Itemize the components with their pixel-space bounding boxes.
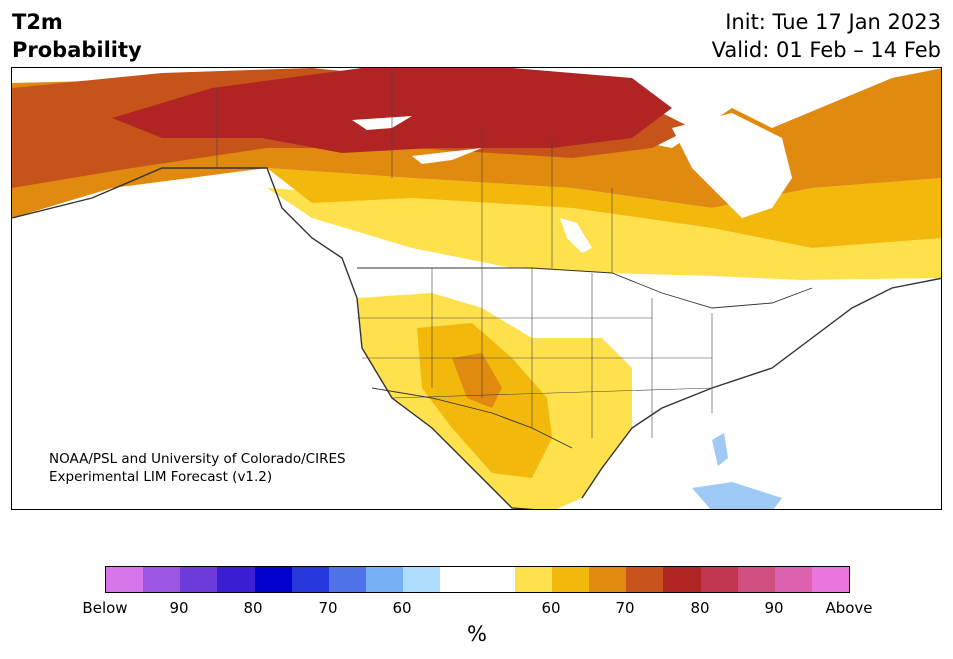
colorbar-cell [626,567,664,592]
colorbar-tick: 70 [318,599,338,617]
great-bear-lake [352,116,412,130]
map-title: T2m Probability [12,8,142,64]
credit-line-2: Experimental LIM Forecast (v1.2) [49,469,273,485]
us-mexico-border [371,387,573,449]
colorbar-tick: 90 [764,599,784,617]
credit-line-1: NOAA/PSL and University of Colorado/CIRE… [49,451,346,467]
colorbar [105,566,850,593]
colorbar-tick: Below [82,599,128,617]
region-southern-canada-50 [267,188,941,280]
colorbar-cell [663,567,701,592]
region-florida-cuba [692,433,782,509]
colorbar-cell [328,567,367,592]
colorbar-cell [143,567,181,592]
colorbar-cell [366,567,404,592]
colorbar-cell [589,567,627,592]
colorbar-cell [700,567,738,592]
colorbar-cell [514,567,552,592]
colorbar-cell [403,567,441,592]
title-line-variable: T2m [12,10,63,34]
colorbar-tick: 70 [615,599,635,617]
colorbar-tick: 80 [243,599,263,617]
colorbar-tick: 60 [541,599,561,617]
colorbar-cell [811,567,850,592]
colorbar-cell [291,567,329,592]
region-central-canada-60 [267,168,941,248]
colorbar-cell [180,567,218,592]
colorbar-cell [477,567,515,592]
probability-map [12,68,941,509]
colorbar-tick: 60 [392,599,412,617]
province-lines [216,68,613,273]
hudson-bay [672,113,792,218]
state-lines [357,268,713,438]
colorbar-cell [254,567,292,592]
colorbar-cell [440,567,478,592]
valid-range: Valid: 01 Feb – 14 Feb [711,38,941,62]
map-panel [11,67,942,510]
region-southwest-us-70 [452,353,502,408]
credit-text: NOAA/PSL and University of Colorado/CIRE… [49,450,346,486]
colorbar-cell [217,567,255,592]
title-line-type: Probability [12,38,142,62]
colorbar-tick: Above [825,599,873,617]
forecast-dates: Init: Tue 17 Jan 2023 Valid: 01 Feb – 14… [712,8,941,64]
lake-winnipeg [560,218,592,253]
colorbar-tick: 90 [169,599,189,617]
colorbar-unit-label: % [467,622,487,646]
colorbar-cell [737,567,775,592]
colorbar-cell [106,567,144,592]
init-date: Init: Tue 17 Jan 2023 [725,10,941,34]
colorbar-tick: 80 [690,599,710,617]
great-slave-lake [412,148,482,164]
colorbar-cell [551,567,590,592]
colorbar-cell [774,567,812,592]
coastline [12,167,941,509]
